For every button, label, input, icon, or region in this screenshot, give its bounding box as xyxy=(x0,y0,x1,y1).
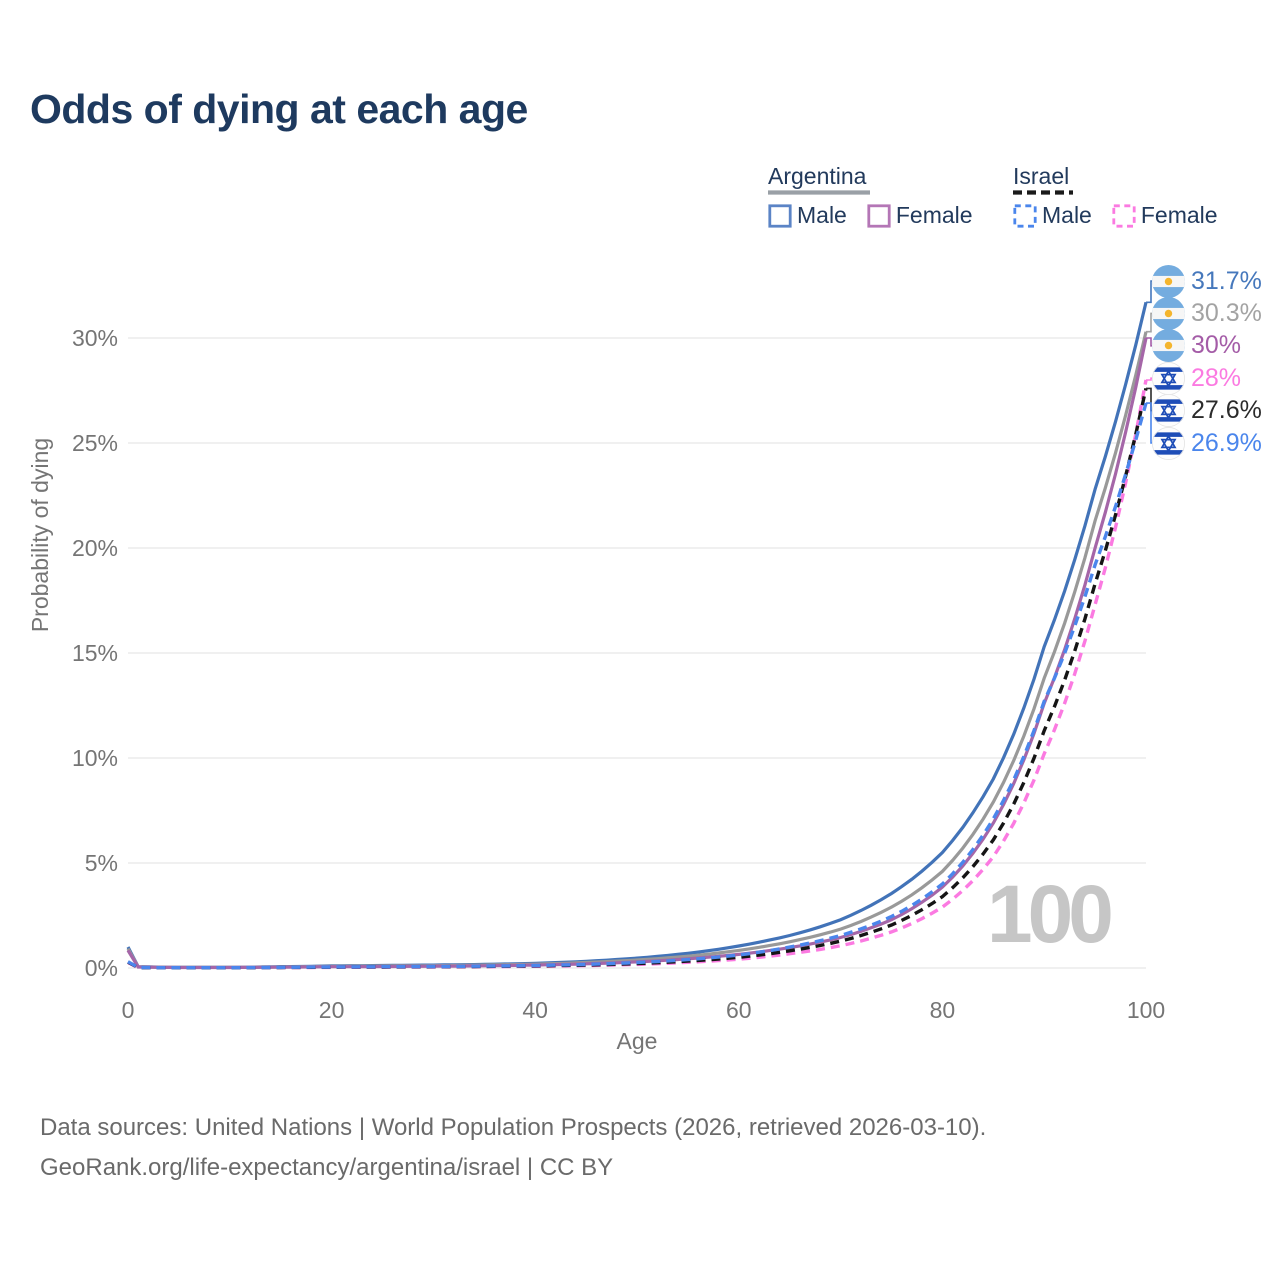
argentina-flag-icon xyxy=(1152,329,1185,363)
y-axis-title: Probability of dying xyxy=(27,438,53,632)
legend-swatch xyxy=(768,203,792,228)
hover-age-watermark: 100 xyxy=(987,869,1114,960)
legend: Argentina Male Female Israel Male Female xyxy=(0,0,1280,250)
end-value-label: 30% xyxy=(1191,331,1242,360)
y-tick-label: 30% xyxy=(72,325,118,351)
end-value-label: 30.3% xyxy=(1191,298,1262,327)
legend-underline xyxy=(768,190,870,195)
end-annotation-row: 31.7% xyxy=(1152,264,1262,298)
israel-flag-icon xyxy=(1152,426,1185,460)
series-line-argentina[interactable] xyxy=(126,331,1148,969)
legend-item-label: Female xyxy=(895,202,973,228)
footer: Data sources: United Nations | World Pop… xyxy=(40,1108,986,1188)
leader-line xyxy=(1146,312,1153,333)
series-line-israel-male[interactable] xyxy=(127,402,1148,970)
x-tick-label: 40 xyxy=(522,997,548,1023)
y-tick-label: 20% xyxy=(72,535,118,561)
leader-line xyxy=(1146,387,1153,412)
legend-item-label: Female xyxy=(1140,202,1218,228)
legend-group-israel: Israel Male Female xyxy=(1013,163,1218,229)
end-value-label: 31.7% xyxy=(1191,266,1262,295)
end-value-label: 28% xyxy=(1191,363,1242,392)
end-annotation-row: 26.9% xyxy=(1152,426,1262,460)
end-value-label: 26.9% xyxy=(1191,428,1262,457)
leader-line xyxy=(1146,377,1153,381)
gridlines xyxy=(128,337,1146,969)
legend-swatch xyxy=(867,203,891,228)
legend-item-label: Male xyxy=(1042,202,1092,228)
legend-item-label: Male xyxy=(797,202,847,228)
x-axis-tick-labels: 0 20 40 60 80 100 xyxy=(122,997,1166,1023)
x-tick-label: 100 xyxy=(1127,997,1165,1023)
y-tick-label: 25% xyxy=(72,430,118,456)
y-tick-label: 5% xyxy=(85,850,118,876)
argentina-flag-icon xyxy=(1152,264,1185,298)
legend-swatch xyxy=(1112,203,1136,228)
x-tick-label: 0 xyxy=(122,997,135,1023)
y-tick-label: 0% xyxy=(85,955,118,981)
x-tick-label: 20 xyxy=(319,997,345,1023)
page-title: Odds of dying at each age xyxy=(30,86,528,132)
x-tick-label: 80 xyxy=(930,997,956,1023)
x-axis-title: Age xyxy=(617,1028,658,1054)
attribution-text: GeoRank.org/life-expectancy/argentina/is… xyxy=(40,1154,614,1181)
series-lines xyxy=(126,301,1148,970)
legend-item-argentina-female[interactable]: Female xyxy=(867,202,973,229)
y-axis-tick-labels: 0% 5% 10% 15% 20% 25% 30% xyxy=(72,325,118,981)
data-sources-text: Data sources: United Nations | World Pop… xyxy=(40,1114,987,1141)
end-annotation-row: 30% xyxy=(1152,329,1241,363)
end-annotation-row: 28% xyxy=(1152,361,1241,395)
legend-item-israel-female[interactable]: Female xyxy=(1112,202,1218,229)
argentina-flag-icon xyxy=(1152,296,1185,330)
legend-swatch xyxy=(1013,203,1037,228)
legend-country-israel[interactable]: Israel xyxy=(1013,163,1070,189)
y-tick-label: 10% xyxy=(72,745,118,771)
legend-item-argentina-male[interactable]: Male xyxy=(768,202,847,229)
end-annotation-row: 30.3% xyxy=(1152,296,1262,330)
end-annotation-row: 27.6% xyxy=(1152,394,1262,428)
series-line-argentina-male[interactable] xyxy=(126,301,1148,969)
legend-item-israel-male[interactable]: Male xyxy=(1013,202,1092,229)
israel-flag-icon xyxy=(1152,394,1185,428)
series-line-israel[interactable] xyxy=(127,388,1148,970)
series-line-israel-female[interactable] xyxy=(127,379,1148,970)
legend-underline xyxy=(1013,190,1073,195)
israel-flag-icon xyxy=(1152,361,1185,395)
legend-country-argentina[interactable]: Argentina xyxy=(768,163,867,189)
legend-group-argentina: Argentina Male Female xyxy=(768,163,973,229)
x-tick-label: 60 xyxy=(726,997,752,1023)
end-value-label: 27.6% xyxy=(1191,396,1262,425)
y-tick-label: 15% xyxy=(72,640,118,666)
